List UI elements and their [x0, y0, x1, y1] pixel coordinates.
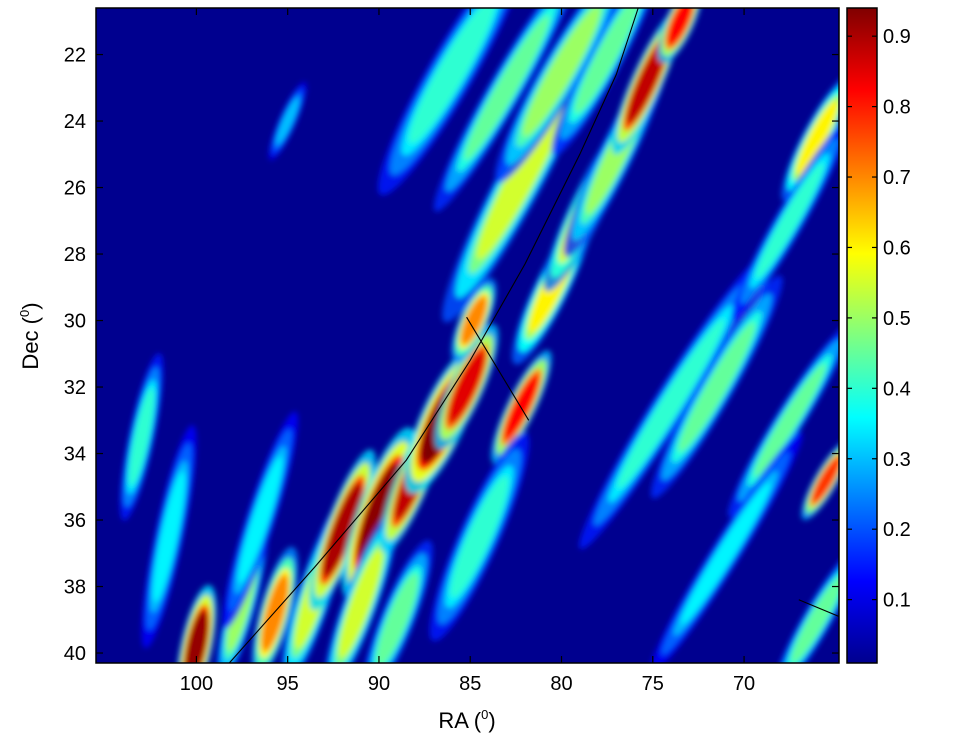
heat-streak-21-layer-3 [574, 8, 640, 114]
heat-streak-13-layer-3 [503, 373, 540, 441]
heat-streak-26 [781, 74, 839, 202]
heat-streak-24 [650, 275, 783, 499]
heat-streak-28-layer-3 [811, 456, 839, 504]
y-axis: 22 24 26 28 30 32 34 36 38 40 [64, 45, 839, 665]
heat-streak-34-layer-3 [276, 98, 299, 144]
y-tick-label-22: 22 [64, 45, 86, 67]
heat-streak-35 [222, 411, 299, 629]
heat-streak-25-layer-3 [617, 318, 725, 489]
x-tick-label-85: 85 [459, 673, 481, 695]
heat-streak-12 [451, 278, 497, 363]
ecliptic-curve [228, 8, 639, 663]
boundary-line-1 [466, 316, 530, 421]
colorbar-tick-label-8: 0.9 [883, 26, 911, 48]
heat-streak-7-layer-3 [357, 463, 401, 564]
heat-streak-13 [491, 350, 552, 464]
heat-streak-14 [429, 432, 530, 642]
heat-streak-1 [141, 425, 197, 649]
heat-streak-20 [657, 8, 703, 64]
colorbar-tick-label-6: 0.7 [883, 167, 911, 189]
heat-streak-33-layer-3 [464, 15, 550, 160]
y-axis-label: Dec (0) [17, 302, 43, 369]
heat-streak-29 [728, 323, 839, 518]
heat-streak-8-layer-3 [338, 548, 383, 658]
heat-streak-32 [378, 8, 526, 196]
heat-streak-19-layer-3 [626, 38, 668, 124]
colorbar-ticks: 0.1 0.2 0.3 0.4 0.5 0.6 0.7 0.8 0.9 [847, 26, 911, 612]
heat-streak-3 [251, 546, 299, 663]
x-tick-label-90: 90 [368, 673, 390, 695]
boundary-line-2 [798, 599, 839, 618]
heat-streak-31-layer-3 [681, 482, 771, 624]
x-tick-label-95: 95 [277, 673, 299, 695]
heat-streak-2-layer-3 [128, 388, 155, 486]
heat-streak-20-layer-3 [666, 8, 694, 46]
heat-streak-21 [551, 8, 663, 156]
plot-frame [95, 7, 840, 664]
y-tick-label-24: 24 [64, 111, 86, 133]
colorbar-frame [846, 7, 878, 664]
y-tick-label-40: 40 [64, 643, 86, 665]
heat-streaks [119, 8, 839, 663]
heat-streak-6-layer-3 [322, 482, 362, 578]
colorbar-tick-label-0: 0.1 [883, 590, 911, 612]
colorbar-gradient [847, 8, 877, 663]
y-tick-label-26: 26 [64, 178, 86, 200]
x-axis-label: RA (0) [438, 707, 495, 733]
colorbar-tick-label-5: 0.6 [883, 237, 911, 259]
heat-streak-0 [176, 584, 217, 663]
heat-streak-33 [433, 8, 580, 212]
x-axis: 100 95 90 85 80 75 70 [180, 8, 755, 695]
heat-streak-24-layer-3 [678, 322, 756, 452]
x-tick-label-100: 100 [180, 673, 213, 695]
heat-streak-0-layer-3 [184, 610, 209, 663]
y-tick-label-30: 30 [64, 311, 86, 333]
colorbar-tick-label-1: 0.2 [883, 519, 911, 541]
colorbar-tick-label-7: 0.8 [883, 97, 911, 119]
heat-streak-29-layer-3 [753, 363, 826, 477]
heat-streak-6 [309, 449, 376, 611]
y-tick-label-34: 34 [64, 444, 86, 466]
heat-streak-31 [649, 432, 803, 663]
heat-streak-35-layer-3 [238, 456, 283, 584]
x-tick-label-70: 70 [733, 673, 755, 695]
x-tick-label-75: 75 [642, 673, 664, 695]
y-tick-label-28: 28 [64, 244, 86, 266]
colorbar: 0.1 0.2 0.3 0.4 0.5 0.6 0.7 0.8 0.9 [846, 7, 911, 664]
colorbar-tick-label-3: 0.4 [883, 378, 911, 400]
heat-streak-27-layer-3 [755, 163, 824, 279]
y-tick-label-36: 36 [64, 510, 86, 532]
plot-area [95, 7, 840, 664]
heat-streak-30-layer-3 [791, 576, 839, 663]
x-tick-label-80: 80 [550, 673, 572, 695]
heat-streak-22-layer-3 [522, 8, 601, 137]
heat-streak-34 [268, 81, 307, 161]
heat-streak-14-layer-3 [450, 475, 509, 598]
heat-streak-1-layer-3 [152, 471, 186, 602]
heat-streak-36-layer-3 [376, 573, 419, 663]
heat-streak-11-layer-3 [447, 350, 486, 424]
heat-streak-27 [731, 121, 839, 320]
overlay-lines [228, 8, 839, 663]
colorbar-tick-label-2: 0.3 [883, 449, 911, 471]
heat-streak-25 [579, 258, 763, 550]
heat-streak-32-layer-3 [408, 8, 496, 144]
heat-streak-22 [495, 8, 628, 183]
y-tick-label-32: 32 [64, 377, 86, 399]
heat-streak-2 [119, 353, 164, 521]
heat-streak-8 [322, 509, 399, 663]
heat-streak-26-layer-3 [796, 100, 838, 175]
heat-streak-3-layer-3 [261, 574, 289, 652]
heat-streak-12-layer-3 [460, 295, 488, 346]
colorbar-tick-label-4: 0.5 [883, 308, 911, 330]
y-tick-label-38: 38 [64, 577, 86, 599]
heat-streak-11 [434, 324, 499, 450]
heat-streak-30 [772, 545, 839, 663]
